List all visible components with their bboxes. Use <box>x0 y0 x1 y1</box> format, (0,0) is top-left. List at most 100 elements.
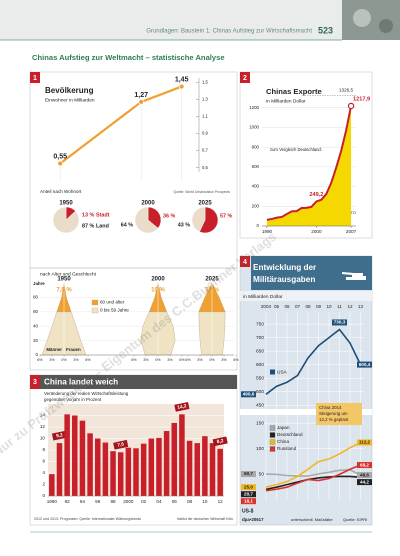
label-box <box>357 472 372 479</box>
y-tick-label: 1,5 <box>202 79 208 84</box>
sex-label: Männer <box>46 347 62 352</box>
pie-year: 2025 <box>198 201 212 207</box>
y-tick-label: 600 <box>256 362 264 368</box>
chart-title: Chinas Exporte <box>266 87 322 96</box>
data-label: 57 % <box>220 213 232 219</box>
data-label: 36 % <box>163 213 175 219</box>
x-tick-label: 92 <box>65 499 71 504</box>
y-tick-label: 0 <box>257 223 260 228</box>
line <box>265 464 361 492</box>
data-label: 8,2 <box>216 438 224 445</box>
header-photo <box>342 0 400 40</box>
share-label: 10 % <box>151 288 165 294</box>
y-tick-label: 400 <box>252 184 260 189</box>
y-tick-label: 700 <box>256 335 264 341</box>
chart-subtitle: gegenüber Vorjahr in Prozent <box>44 397 102 402</box>
y-tick-label: 80 <box>33 295 38 300</box>
chart-subtitle: Veränderung der realen Wirtschaftsleistu… <box>44 391 129 396</box>
legend-label: Japan <box>277 425 290 430</box>
page-number: 523 <box>318 25 333 35</box>
x-tick-label: 6% <box>179 358 185 362</box>
bar <box>163 431 170 496</box>
chart-title: Militärausgaben <box>253 275 315 284</box>
data-label: 7,6 <box>117 441 125 448</box>
point <box>347 102 355 110</box>
x-tick-label: 09 <box>316 304 322 309</box>
header-text: Grundlagen: Baustein 1: Chinas Aufstieg … <box>146 29 312 35</box>
panel-number: 4 <box>243 259 247 266</box>
y2-tick-label: 150 <box>256 420 264 426</box>
data-label: 600,4 <box>359 362 371 367</box>
y-tick-label: 550 <box>256 376 264 382</box>
legend-label: 0 bis 59 Jahre <box>100 308 129 313</box>
annotation: Steigerung um <box>319 411 348 416</box>
x-tick-label: 2004 <box>261 304 272 309</box>
data-label: 249,2 <box>309 192 323 198</box>
chart-title: nach Alter und Geschlecht <box>40 271 97 277</box>
x-tick-label: 11 <box>337 304 342 309</box>
legend-swatch <box>269 446 276 452</box>
pie-slice <box>191 206 206 233</box>
y-tick-label: 200 <box>252 203 260 208</box>
x-tick-label: 04 <box>156 499 162 504</box>
share-label: 30 % <box>205 288 219 294</box>
x-tick-label: 6% <box>185 358 191 362</box>
bar <box>179 414 185 496</box>
label-box <box>241 498 256 505</box>
pie-slice <box>199 206 219 234</box>
bar <box>217 448 223 496</box>
y-tick-label: 2 <box>42 482 45 487</box>
x-tick-label: 10 <box>326 304 332 309</box>
x-tick-label: 6% <box>85 358 91 362</box>
annotation: China 2014 <box>319 405 342 410</box>
y-tick-label: 12 <box>40 424 46 429</box>
bar <box>94 438 101 496</box>
y-tick-label: 650 <box>256 348 264 354</box>
y-tick-label: 14 <box>40 413 46 418</box>
pie-year: 1950 <box>59 201 73 207</box>
page-title: Chinas Aufstieg zur Weltmacht – statisti… <box>32 53 225 62</box>
bar <box>202 436 208 496</box>
photo-detail <box>353 9 371 27</box>
data-label: 1217,9 <box>353 96 370 102</box>
x-tick-label: 3% <box>197 358 203 362</box>
legend-label: USA <box>277 369 288 375</box>
x-tick-label: 2000 <box>311 229 322 234</box>
sex-label: Frauen <box>66 347 81 352</box>
y-tick-label: 500 <box>256 389 264 395</box>
x-tick-label: 12 <box>218 499 224 504</box>
x-tick-label: 3% <box>221 358 227 362</box>
data-label: 112,2 <box>359 440 371 445</box>
label-box <box>357 462 372 469</box>
bar <box>156 437 162 496</box>
y-tick-label: 0,9 <box>202 131 208 136</box>
label-box <box>357 361 372 368</box>
x-tick-label: 96 <box>95 499 101 504</box>
x-tick-label: 02 <box>141 499 147 504</box>
panel-number-box <box>240 72 250 83</box>
pyramid-year: 2000 <box>151 277 165 283</box>
data-label: 18,1 <box>244 498 253 503</box>
legend-swatch <box>91 299 99 306</box>
pyramid-year: 1950 <box>57 277 71 283</box>
annotation: zum Vergleich Deutschland: <box>270 147 322 152</box>
x-tick-label: 6% <box>233 358 239 362</box>
chart-note: 2012 und 2013: Prognosen; Quelle: Intern… <box>34 517 141 521</box>
share-label: 7,5 % <box>56 288 72 294</box>
y-tick-label: 750 <box>256 321 264 327</box>
photo-detail <box>379 19 393 33</box>
category-label: Stadt <box>96 212 110 218</box>
panel-number: 2 <box>243 75 247 82</box>
chart-subtitle: Einwohner in Milliarden <box>45 97 95 103</box>
bar <box>79 420 86 496</box>
line <box>265 468 361 477</box>
label-box <box>357 479 372 486</box>
bar <box>186 440 193 496</box>
x-tick-label: 12 <box>347 304 353 309</box>
label-tag <box>113 439 129 450</box>
bar <box>133 448 139 496</box>
label-box <box>241 484 256 491</box>
x-tick-label: 08 <box>305 304 311 309</box>
